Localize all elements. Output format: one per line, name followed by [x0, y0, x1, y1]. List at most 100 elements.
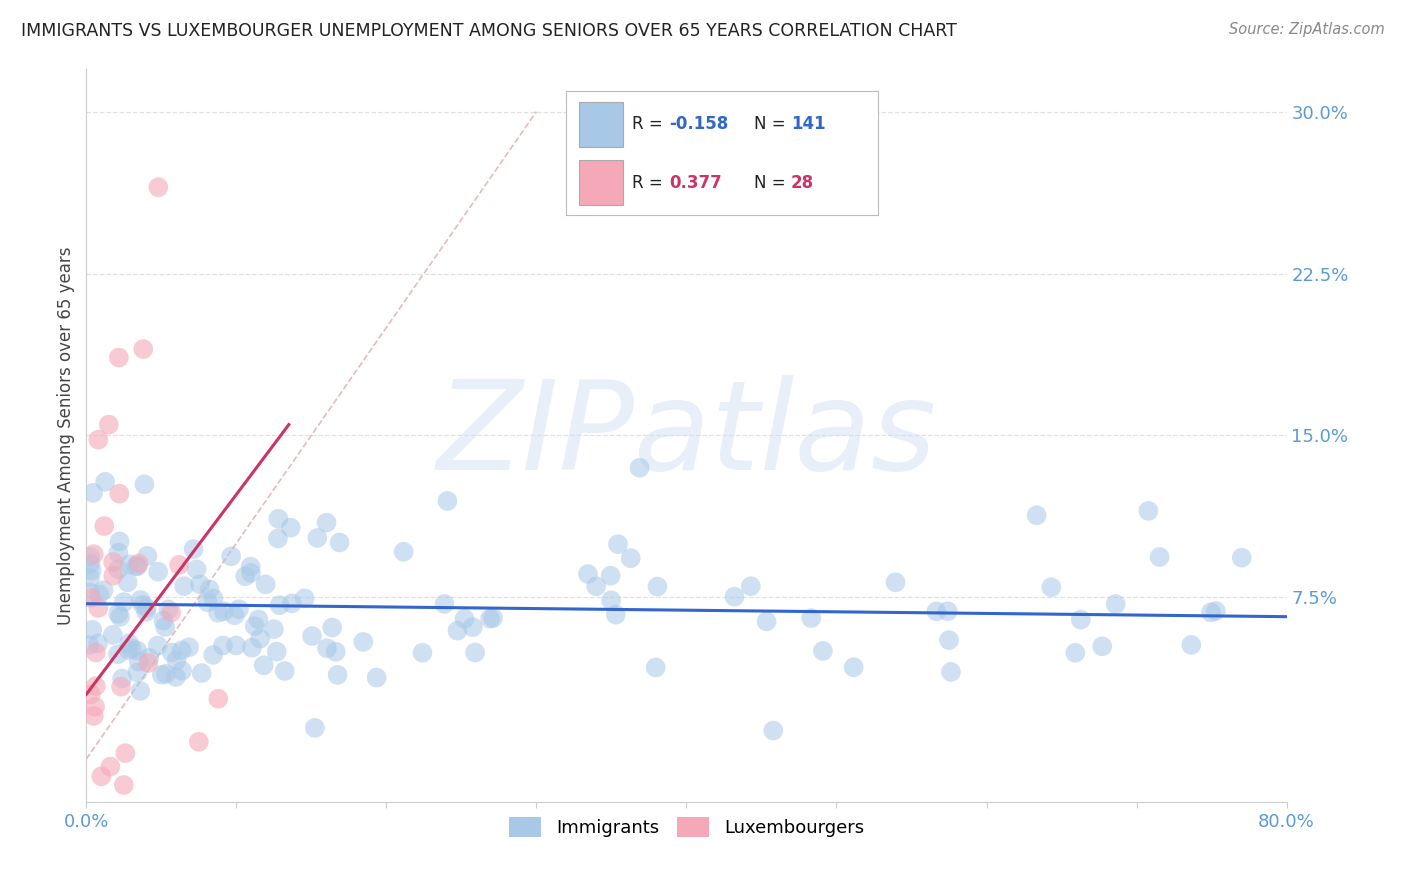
- Point: [101, 628, 124, 642]
- Point: [605, 607, 627, 622]
- Point: [352, 635, 374, 649]
- Point: [647, 580, 669, 594]
- Point: [263, 622, 285, 636]
- Point: [138, 650, 160, 665]
- Point: [148, 180, 170, 194]
- Point: [1070, 613, 1092, 627]
- Point: [97, 417, 120, 432]
- Point: [117, 575, 139, 590]
- Point: [884, 575, 907, 590]
- Point: [253, 658, 276, 673]
- Point: [249, 632, 271, 646]
- Point: [233, 569, 256, 583]
- Point: [243, 619, 266, 633]
- Point: [136, 549, 159, 563]
- Point: [1137, 504, 1160, 518]
- Point: [267, 532, 290, 546]
- Point: [112, 778, 135, 792]
- Point: [240, 566, 263, 580]
- Point: [212, 639, 235, 653]
- Point: [620, 551, 643, 566]
- Point: [585, 579, 607, 593]
- Point: [644, 660, 666, 674]
- Point: [107, 562, 129, 576]
- Point: [479, 612, 502, 626]
- Point: [202, 591, 225, 606]
- Point: [114, 746, 136, 760]
- Point: [187, 735, 209, 749]
- Point: [167, 558, 190, 572]
- Point: [93, 583, 115, 598]
- Point: [301, 629, 323, 643]
- Point: [1040, 580, 1063, 594]
- Point: [84, 645, 107, 659]
- Text: IMMIGRANTS VS LUXEMBOURGER UNEMPLOYMENT AMONG SENIORS OVER 65 YEARS CORRELATION : IMMIGRANTS VS LUXEMBOURGER UNEMPLOYMENT …: [21, 22, 957, 40]
- Point: [157, 602, 180, 616]
- Point: [79, 557, 101, 571]
- Point: [118, 558, 141, 572]
- Point: [82, 485, 104, 500]
- Point: [127, 643, 149, 657]
- Point: [80, 564, 103, 578]
- Point: [281, 596, 304, 610]
- Point: [482, 611, 505, 625]
- Point: [212, 604, 235, 618]
- Point: [83, 709, 105, 723]
- Point: [800, 611, 823, 625]
- Point: [107, 647, 129, 661]
- Point: [98, 759, 121, 773]
- Point: [101, 555, 124, 569]
- Point: [118, 636, 141, 650]
- Point: [254, 577, 277, 591]
- Point: [461, 620, 484, 634]
- Point: [1025, 508, 1047, 523]
- Point: [1149, 549, 1171, 564]
- Point: [125, 559, 148, 574]
- Point: [202, 648, 225, 662]
- Point: [82, 623, 104, 637]
- Point: [755, 615, 778, 629]
- Point: [269, 598, 291, 612]
- Point: [267, 512, 290, 526]
- Point: [411, 646, 433, 660]
- Point: [842, 660, 865, 674]
- Y-axis label: Unemployment Among Seniors over 65 years: Unemployment Among Seniors over 65 years: [58, 246, 75, 624]
- Point: [89, 587, 111, 601]
- Point: [80, 687, 103, 701]
- Point: [132, 342, 155, 356]
- Point: [107, 546, 129, 560]
- Point: [294, 591, 316, 606]
- Point: [111, 672, 134, 686]
- Point: [152, 614, 174, 628]
- Point: [108, 534, 131, 549]
- Point: [326, 668, 349, 682]
- Point: [79, 571, 101, 585]
- Point: [160, 646, 183, 660]
- Point: [304, 721, 326, 735]
- Point: [599, 568, 621, 582]
- Point: [198, 582, 221, 597]
- Point: [1064, 646, 1087, 660]
- Point: [197, 595, 219, 609]
- Point: [190, 666, 212, 681]
- Point: [436, 494, 458, 508]
- Point: [186, 562, 208, 576]
- Point: [150, 667, 173, 681]
- Point: [80, 591, 103, 605]
- Point: [1230, 550, 1253, 565]
- Point: [1199, 606, 1222, 620]
- Point: [103, 568, 125, 582]
- Point: [128, 655, 150, 669]
- Point: [239, 559, 262, 574]
- Point: [938, 633, 960, 648]
- Point: [170, 643, 193, 657]
- Point: [129, 684, 152, 698]
- Point: [207, 691, 229, 706]
- Point: [90, 769, 112, 783]
- Point: [108, 351, 131, 365]
- Point: [160, 606, 183, 620]
- Point: [1205, 604, 1227, 618]
- Point: [146, 565, 169, 579]
- Point: [94, 475, 117, 489]
- Point: [392, 545, 415, 559]
